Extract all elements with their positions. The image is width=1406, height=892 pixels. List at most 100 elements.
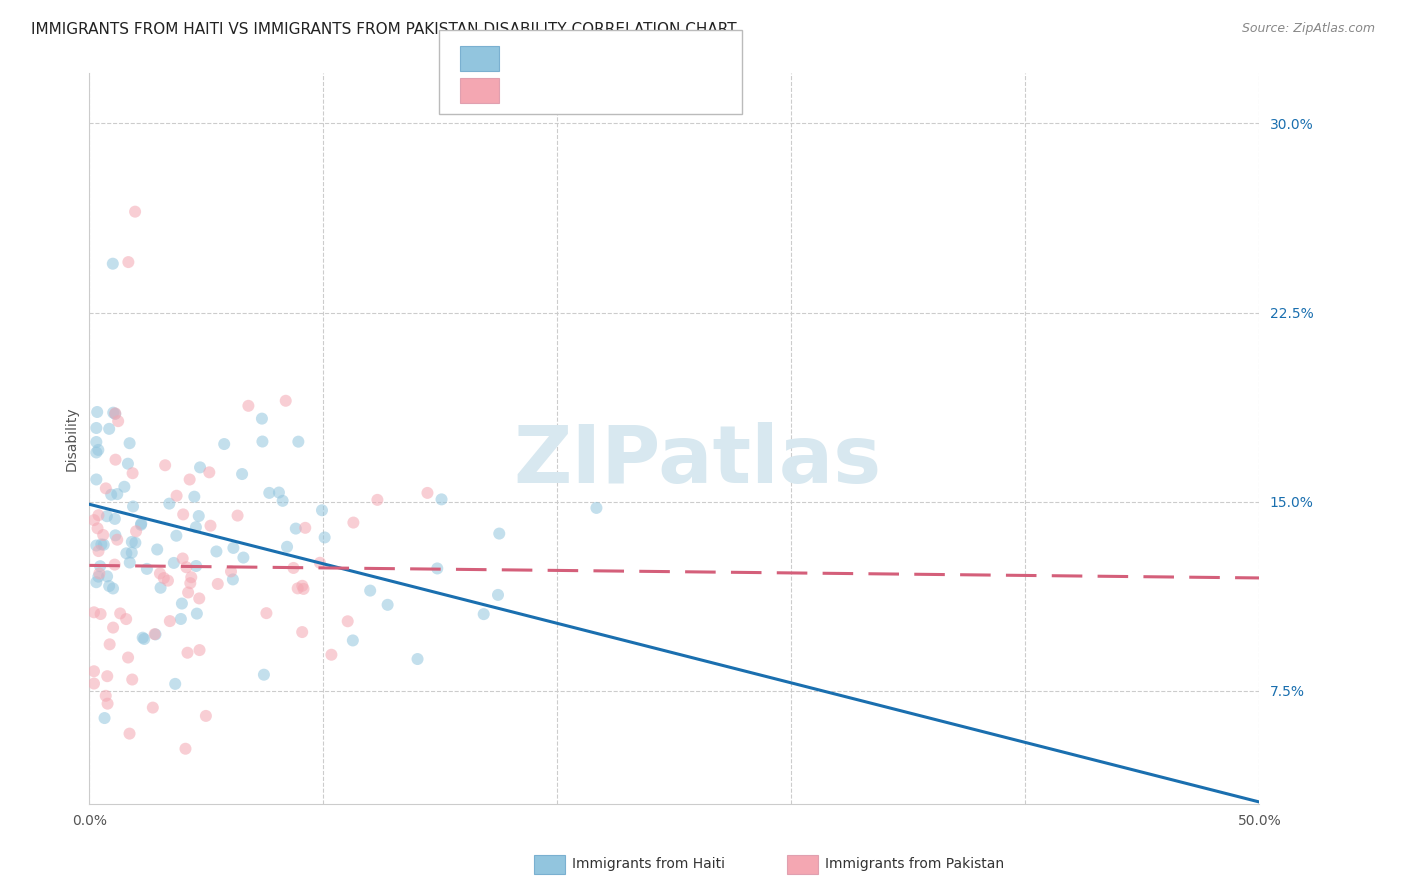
Point <box>86 435 108 450</box>
Point <box>89 559 111 574</box>
Point <box>101 621 124 635</box>
Text: N =: N = <box>626 50 673 68</box>
Point <box>157 497 180 511</box>
Point <box>149 566 172 581</box>
Point <box>121 535 143 549</box>
Point <box>165 529 187 543</box>
Point <box>142 700 165 714</box>
Point <box>156 574 179 588</box>
Point <box>86 421 108 435</box>
Point <box>86 539 108 553</box>
Point <box>121 467 143 481</box>
Point <box>180 570 202 584</box>
Point <box>250 411 273 425</box>
Text: Source: ZipAtlas.com: Source: ZipAtlas.com <box>1241 22 1375 36</box>
Point <box>283 561 305 575</box>
Point <box>212 437 235 451</box>
Point <box>426 561 449 575</box>
Point <box>284 522 307 536</box>
Point <box>186 559 208 574</box>
Point <box>149 581 172 595</box>
Point <box>170 597 193 611</box>
Point <box>103 406 125 420</box>
Text: Immigrants from Haiti: Immigrants from Haiti <box>572 857 725 871</box>
Point <box>105 487 128 501</box>
Point <box>125 524 148 539</box>
Point <box>87 569 110 583</box>
Point <box>131 631 153 645</box>
Point <box>287 434 309 449</box>
Point <box>294 521 316 535</box>
Point <box>166 489 188 503</box>
Point <box>416 486 439 500</box>
Point <box>118 726 141 740</box>
Point <box>87 442 110 457</box>
Point <box>172 551 194 566</box>
Text: 70: 70 <box>668 81 689 99</box>
Point <box>83 605 105 619</box>
Text: 81: 81 <box>668 50 689 68</box>
Text: R =: R = <box>510 50 547 68</box>
Point <box>94 689 117 703</box>
Point <box>104 452 127 467</box>
Point <box>118 436 141 450</box>
Point <box>97 697 120 711</box>
Point <box>186 607 208 621</box>
Point <box>174 741 197 756</box>
Point <box>254 606 277 620</box>
Point <box>231 467 253 481</box>
Point <box>104 558 127 572</box>
Text: ZIPatlas: ZIPatlas <box>513 422 882 500</box>
Point <box>153 458 176 473</box>
Point <box>179 576 201 591</box>
Point <box>90 537 112 551</box>
Point <box>91 528 114 542</box>
Point <box>117 650 139 665</box>
Point <box>430 492 453 507</box>
Point <box>200 518 222 533</box>
Point <box>145 627 167 641</box>
Point <box>124 204 146 219</box>
Point <box>321 648 343 662</box>
Point <box>486 588 509 602</box>
Point <box>342 516 364 530</box>
Point <box>359 583 381 598</box>
Point <box>86 521 108 535</box>
Text: Immigrants from Pakistan: Immigrants from Pakistan <box>825 857 1004 871</box>
Point <box>183 490 205 504</box>
Point <box>134 632 156 646</box>
Point <box>309 556 332 570</box>
Point <box>98 637 121 651</box>
Point <box>292 582 315 596</box>
Point <box>94 482 117 496</box>
Point <box>222 573 245 587</box>
Point <box>336 614 359 628</box>
Point <box>194 709 217 723</box>
Point <box>366 492 388 507</box>
Point <box>172 508 194 522</box>
Text: R =: R = <box>510 81 547 99</box>
Point <box>259 486 281 500</box>
Point <box>108 607 131 621</box>
Point <box>291 579 314 593</box>
Point <box>86 473 108 487</box>
Point <box>188 460 211 475</box>
Point <box>177 585 200 599</box>
Point <box>121 546 143 560</box>
Point <box>222 541 245 555</box>
Point <box>143 627 166 641</box>
Point <box>98 579 121 593</box>
Point <box>187 508 209 523</box>
Point <box>406 652 429 666</box>
Point <box>96 569 118 583</box>
Point <box>93 711 115 725</box>
Point <box>87 544 110 558</box>
Point <box>377 598 399 612</box>
Point <box>205 544 228 558</box>
Point <box>105 533 128 547</box>
Text: -0.009: -0.009 <box>550 81 603 99</box>
Point <box>159 614 181 628</box>
Point <box>86 575 108 590</box>
Point <box>232 550 254 565</box>
Point <box>112 480 135 494</box>
